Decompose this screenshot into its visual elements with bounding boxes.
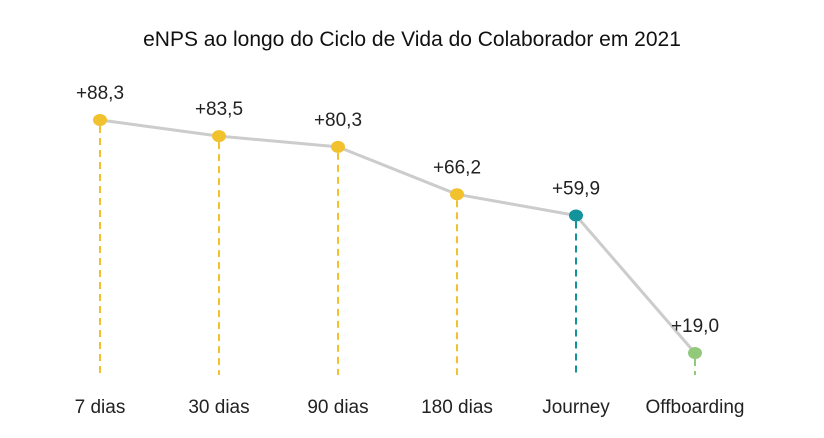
x-tick-label: Offboarding bbox=[646, 397, 745, 418]
x-tick-label: 7 dias bbox=[75, 397, 126, 418]
guide-lines bbox=[99, 126, 696, 375]
data-point bbox=[688, 347, 702, 359]
data-point bbox=[569, 209, 583, 222]
data-label: +88,3 bbox=[76, 83, 124, 104]
data-label: +83,5 bbox=[195, 99, 243, 120]
x-tick-label: 180 dias bbox=[421, 397, 493, 418]
data-labels: +88,3 +83,5 +80,3 +66,2 +59,9 +19,0 bbox=[76, 83, 719, 337]
data-label: +19,0 bbox=[671, 316, 719, 337]
data-points bbox=[93, 114, 702, 359]
x-tick-label: 90 dias bbox=[307, 397, 368, 418]
data-point bbox=[331, 140, 345, 153]
x-axis-tick-labels: 7 dias 30 dias 90 dias 180 dias Journey Offbo… bbox=[75, 397, 745, 418]
x-tick-label: 30 dias bbox=[188, 397, 249, 418]
data-label: +80,3 bbox=[314, 110, 362, 131]
series-line bbox=[98, 118, 697, 355]
x-tick-label: Journey bbox=[542, 397, 610, 418]
data-point bbox=[93, 114, 107, 126]
data-label: +66,2 bbox=[433, 157, 481, 178]
data-label: +59,9 bbox=[552, 178, 600, 199]
data-point bbox=[212, 130, 226, 143]
data-point bbox=[450, 188, 464, 201]
chart-title: eNPS ao longo do Ciclo de Vida do Colabo… bbox=[143, 28, 681, 51]
